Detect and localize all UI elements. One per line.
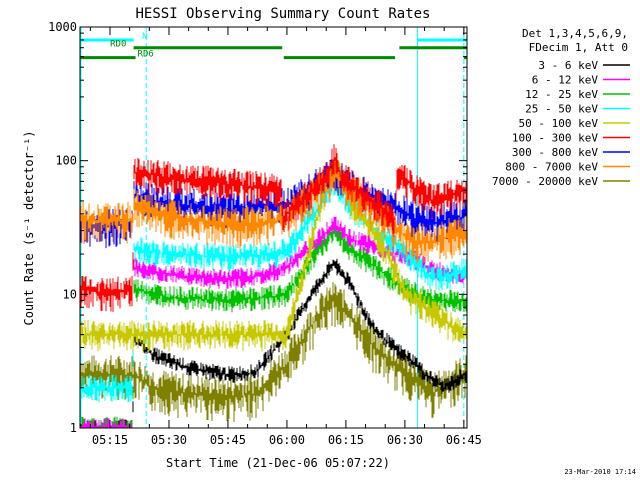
plot-frame <box>79 26 468 429</box>
x-tick-label-1: 05:15 <box>92 433 128 447</box>
y-tick-label-3: 100 <box>55 154 77 168</box>
flag-n-label: N <box>142 32 147 42</box>
legend-label-9: 7000 - 20000 keV <box>492 175 598 188</box>
legend-label-7: 300 - 800 keV <box>512 146 598 159</box>
legend-header-line-1: Det 1,3,4,5,6,9, <box>522 27 628 40</box>
series-6-trace <box>80 144 467 312</box>
render-timestamp: 23-Mar-2010 17:14 <box>564 468 636 476</box>
axes: 05:15 05:30 05:45 06:00 06:15 06:30 06:45 1 10 10… <box>48 20 482 447</box>
legend-label-1: 3 - 6 keV <box>538 59 598 72</box>
legend-label-8: 800 - 7000 keV <box>505 161 598 174</box>
y-axis-label: Count Rate (s⁻¹ detector⁻¹) <box>22 130 36 325</box>
legend-label-5: 50 - 100 keV <box>519 117 599 130</box>
legend-label-6: 100 - 300 keV <box>512 132 598 145</box>
series-9-trace <box>80 282 467 422</box>
x-tick-label-2: 05:30 <box>151 433 187 447</box>
x-tick-label-6: 06:30 <box>387 433 423 447</box>
legend-label-4: 25 - 50 keV <box>525 103 598 116</box>
x-tick-label-4: 06:00 <box>269 433 305 447</box>
legend-header-line-2: FDecim 1, Att 0 <box>529 41 628 54</box>
legend: Det 1,3,4,5,6,9, FDecim 1, Att 0 3 - 6 k… <box>492 27 630 188</box>
flag-rd0-label: RD0 <box>110 40 126 50</box>
x-axis-label: Start Time (21-Dec-06 05:07:22) <box>166 456 390 470</box>
chart-title: HESSI Observing Summary Count Rates <box>135 6 430 22</box>
x-tick-label-5: 06:15 <box>328 433 364 447</box>
y-tick-label-2: 10 <box>63 287 77 301</box>
x-tick-label-7: 06:45 <box>446 433 482 447</box>
y-tick-label-4: 1000 <box>48 20 77 34</box>
flag-rd6-label: RD6 <box>138 50 154 60</box>
y-tick-label-1: 1 <box>70 421 77 435</box>
plot-area <box>80 27 467 428</box>
legend-label-3: 12 - 25 keV <box>525 88 598 101</box>
legend-label-2: 6 - 12 keV <box>532 74 599 87</box>
mode-flags: N RD0 RD6 <box>80 32 467 60</box>
x-tick-label-3: 05:45 <box>210 433 246 447</box>
